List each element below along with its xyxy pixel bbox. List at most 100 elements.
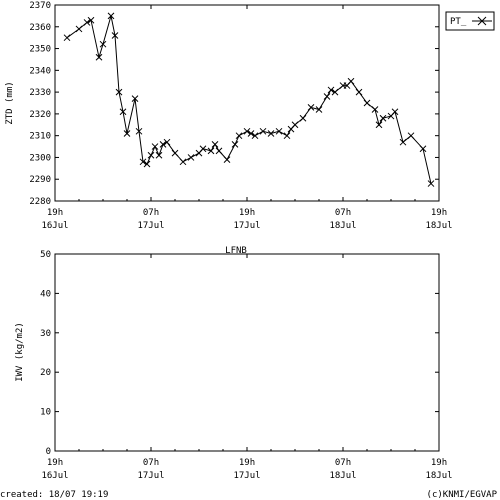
ztd-y-tick-label: 2330 bbox=[29, 88, 51, 98]
ztd-data-point bbox=[307, 104, 315, 111]
ztd-data-point bbox=[267, 130, 275, 137]
iwv-station-title: LFNB bbox=[225, 246, 247, 256]
ztd-x-tick-date: 17Jul bbox=[137, 221, 164, 231]
ztd-data-point bbox=[251, 132, 259, 140]
ztd-data-point bbox=[179, 158, 187, 166]
iwv-y-tick-label: 0 bbox=[46, 447, 51, 457]
iwv-x-tick-hour: 07h bbox=[143, 458, 159, 468]
ztd-data-point bbox=[315, 106, 323, 113]
ztd-data-point bbox=[347, 77, 355, 85]
ztd-data-point bbox=[355, 88, 363, 96]
iwv-y-axis: 0 10 20 30 40 50 bbox=[40, 250, 439, 457]
copyright-credit: (c)KNMI/EGVAP bbox=[427, 490, 498, 500]
ztd-data-point bbox=[115, 88, 123, 96]
ztd-y-tick-label: 2290 bbox=[29, 175, 51, 185]
ztd-x-tick-hour: 19h bbox=[431, 208, 447, 218]
ztd-data-point bbox=[327, 86, 335, 94]
ztd-x-tick-hour: 07h bbox=[335, 208, 351, 218]
ztd-data-point bbox=[135, 127, 143, 135]
legend-marker bbox=[477, 16, 487, 26]
iwv-x-tick-hour: 07h bbox=[335, 458, 351, 468]
ztd-x-tick-date: 17Jul bbox=[233, 221, 260, 231]
ztd-plot-frame bbox=[54, 4, 440, 202]
iwv-y-tick-label: 40 bbox=[40, 289, 51, 299]
ztd-data-point bbox=[211, 141, 219, 148]
ztd-data-point bbox=[63, 34, 71, 42]
ztd-data-point bbox=[215, 147, 223, 155]
ztd-y-tick-label: 2360 bbox=[29, 23, 51, 33]
ztd-y-tick-label: 2350 bbox=[29, 45, 51, 55]
ztd-y-axis: 2280 2290 2300 2310 2320 2330 2340 2350 2360 2370 bbox=[29, 1, 439, 207]
ztd-data-point bbox=[363, 99, 371, 107]
iwv-x-tick-date: 17Jul bbox=[137, 471, 164, 481]
iwv-x-axis: 19h 16Jul 07h 17Jul 19h 17Jul 07h 18Jul 19h 18Jul bbox=[41, 254, 453, 481]
ztd-data-point bbox=[207, 147, 215, 155]
ztd-data-point bbox=[139, 158, 147, 166]
iwv-x-tick-date: 18Jul bbox=[425, 471, 452, 481]
ztd-data-point bbox=[187, 154, 195, 161]
ztd-x-axis: 19h 16Jul 07h 17Jul 19h 17Jul 07h 18Jul 19h 18Jul bbox=[41, 5, 453, 231]
ztd-data-point bbox=[231, 141, 239, 148]
ztd-data-point bbox=[83, 19, 91, 26]
ztd-data-point bbox=[119, 108, 127, 116]
legend-box bbox=[445, 11, 495, 31]
ztd-series bbox=[63, 12, 435, 187]
ztd-data-point bbox=[291, 121, 299, 129]
ztd-data-point bbox=[259, 127, 267, 135]
ztd-data-point bbox=[75, 25, 83, 33]
ztd-data-point bbox=[123, 130, 131, 137]
ztd-data-point bbox=[223, 156, 231, 163]
ztd-data-point bbox=[375, 121, 383, 129]
ztd-data-point bbox=[275, 127, 283, 135]
ztd-x-tick-hour: 07h bbox=[143, 208, 159, 218]
ztd-data-point bbox=[371, 106, 379, 113]
ztd-data-point bbox=[131, 95, 139, 102]
ztd-data-point bbox=[379, 114, 387, 122]
iwv-y-tick-label: 50 bbox=[40, 250, 51, 260]
iwv-y-axis-label: IWV (kg/m2) bbox=[15, 322, 25, 382]
ztd-y-tick-label: 2340 bbox=[29, 66, 51, 76]
ztd-data-point bbox=[283, 132, 291, 140]
ztd-data-point bbox=[151, 143, 159, 150]
ztd-x-tick-date: 16Jul bbox=[41, 221, 68, 231]
ztd-data-point bbox=[163, 138, 171, 146]
ztd-x-tick-hour: 19h bbox=[239, 208, 255, 218]
created-timestamp: created: 18/07 19:19 bbox=[0, 490, 108, 500]
iwv-x-tick-date: 16Jul bbox=[41, 471, 68, 481]
iwv-x-tick-date: 18Jul bbox=[329, 471, 356, 481]
iwv-y-tick-label: 30 bbox=[40, 329, 51, 339]
iwv-x-tick-hour: 19h bbox=[431, 458, 447, 468]
ztd-data-point bbox=[107, 12, 115, 20]
iwv-y-tick-label: 20 bbox=[40, 368, 51, 378]
ztd-y-tick-label: 2370 bbox=[29, 1, 51, 11]
ztd-data-point bbox=[159, 141, 167, 148]
ztd-data-point bbox=[299, 114, 307, 122]
ztd-data-point bbox=[331, 88, 339, 96]
iwv-x-tick-hour: 19h bbox=[47, 458, 63, 468]
ztd-data-point bbox=[199, 145, 207, 153]
ztd-data-point bbox=[235, 132, 243, 140]
ztd-x-tick-date: 18Jul bbox=[329, 221, 356, 231]
ztd-series-line bbox=[66, 15, 432, 184]
ztd-data-point bbox=[427, 180, 435, 187]
ztd-y-axis-label: ZTD (mm) bbox=[5, 81, 15, 124]
ztd-data-point bbox=[391, 108, 399, 116]
ztd-data-point bbox=[95, 53, 103, 61]
iwv-x-tick-hour: 19h bbox=[239, 458, 255, 468]
ztd-data-point bbox=[171, 149, 179, 157]
ztd-data-point bbox=[407, 132, 415, 140]
ztd-data-point bbox=[87, 16, 95, 24]
iwv-x-tick-date: 17Jul bbox=[233, 471, 260, 481]
ztd-y-tick-label: 2300 bbox=[29, 153, 51, 163]
legend-label: PT_ bbox=[450, 17, 467, 27]
ztd-x-tick-hour: 19h bbox=[47, 208, 63, 218]
ztd-data-point bbox=[399, 138, 407, 146]
iwv-y-tick-label: 10 bbox=[40, 408, 51, 418]
ztd-data-point bbox=[247, 130, 255, 137]
ztd-data-point bbox=[143, 160, 151, 168]
iwv-plot-frame bbox=[54, 253, 440, 452]
ztd-x-tick-date: 18Jul bbox=[425, 221, 452, 231]
ztd-data-point bbox=[147, 151, 155, 159]
ztd-data-point bbox=[323, 93, 331, 100]
